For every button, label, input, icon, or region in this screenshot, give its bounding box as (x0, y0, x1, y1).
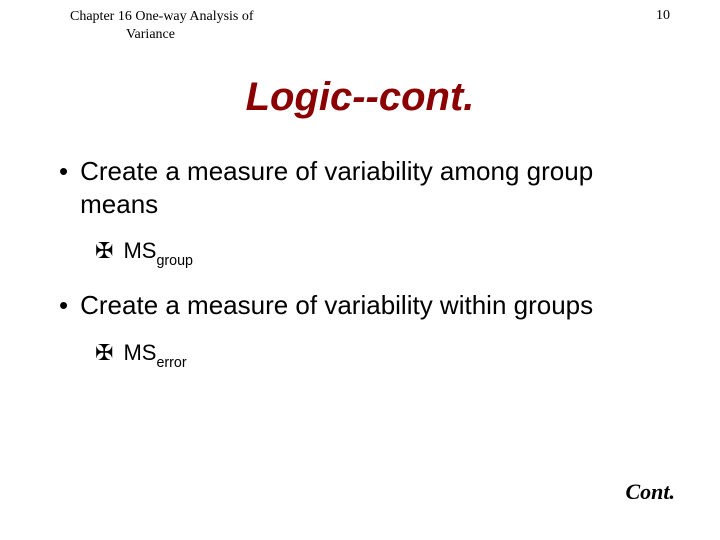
bullet-item-1: • Create a measure of variability among … (55, 155, 665, 220)
slide-title: Logic--cont. (0, 75, 720, 120)
content-area: • Create a measure of variability among … (55, 155, 665, 391)
page-number: 10 (656, 8, 670, 24)
ms-group-label: MSgroup (123, 238, 193, 267)
bullet-marker: • (59, 155, 68, 188)
sub-bullet-item-2: ✠ MSerror (95, 340, 665, 369)
cross-icon: ✠ (95, 342, 113, 364)
chapter-prefix: Chapter 16 (70, 9, 132, 24)
footer-cont: Cont. (625, 479, 675, 505)
ms-error-label: MSerror (123, 340, 186, 369)
bullet-marker: • (59, 289, 68, 322)
chapter-title-line2: Variance (126, 27, 175, 42)
cross-icon: ✠ (95, 240, 113, 262)
chapter-title-line1: One-way Analysis of (135, 9, 253, 24)
chapter-label: Chapter 16 One-way Analysis of Variance (70, 8, 270, 44)
bullet-text: Create a measure of variability within g… (80, 289, 593, 322)
bullet-item-2: • Create a measure of variability within… (55, 289, 665, 322)
bullet-text: Create a measure of variability among gr… (80, 155, 665, 220)
sub-bullet-item-1: ✠ MSgroup (95, 238, 665, 267)
